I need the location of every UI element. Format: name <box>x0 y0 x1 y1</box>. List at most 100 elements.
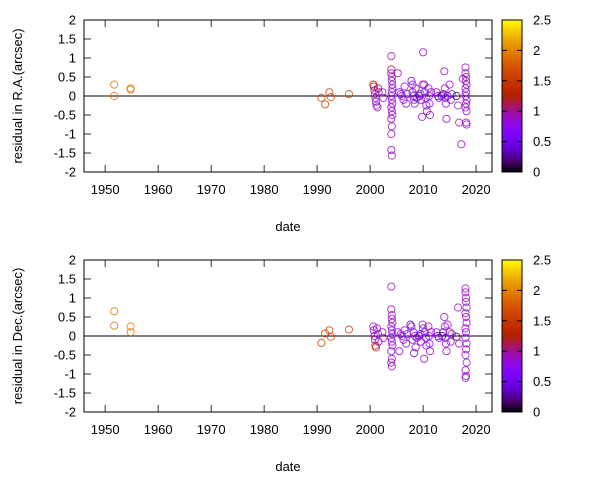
y-tick-label: 0.5 <box>58 70 76 85</box>
data-point <box>397 91 407 101</box>
data-point <box>388 84 397 93</box>
data-point <box>461 63 470 72</box>
data-point <box>419 324 428 333</box>
data-point <box>387 322 396 331</box>
data-point <box>387 145 396 155</box>
data-point <box>387 337 396 346</box>
data-point <box>461 288 470 297</box>
x-tick-label: 1990 <box>303 182 332 197</box>
colorbar-tick-label: 2.5 <box>533 13 551 28</box>
data-point <box>447 90 456 99</box>
data-point <box>387 305 396 314</box>
data-point <box>440 312 449 322</box>
data-point <box>462 303 471 312</box>
data-point <box>326 332 336 341</box>
data-point <box>344 90 354 99</box>
data-point <box>420 354 429 363</box>
data-points <box>110 282 471 382</box>
data-point <box>443 320 452 329</box>
data-point <box>317 338 326 347</box>
data-point <box>440 322 449 331</box>
y-tick-label: -1.5 <box>54 146 76 161</box>
data-point <box>461 312 471 322</box>
data-point <box>387 358 396 367</box>
data-point <box>461 103 470 112</box>
data-point <box>373 103 382 112</box>
data-point <box>379 93 388 103</box>
colorbar <box>501 19 523 173</box>
y-tick-label: -0.5 <box>54 108 76 123</box>
data-point <box>388 110 397 120</box>
data-point <box>387 362 396 371</box>
data-point <box>442 114 451 123</box>
data-point <box>402 99 411 108</box>
data-point <box>462 95 471 104</box>
data-point <box>461 324 470 333</box>
data-point <box>462 107 471 116</box>
data-point <box>110 307 119 316</box>
data-point <box>452 332 461 341</box>
data-point <box>420 80 429 89</box>
data-point <box>461 350 470 360</box>
data-point <box>387 52 396 61</box>
data-point <box>461 373 470 382</box>
data-point <box>461 284 470 293</box>
x-tick-label: 2000 <box>356 422 385 437</box>
y-axis-label: residual in Dec.(arcsec) <box>10 268 25 405</box>
data-point <box>461 328 471 337</box>
data-point <box>417 112 427 122</box>
data-point <box>378 88 387 97</box>
x-tick-label: 1950 <box>91 422 120 437</box>
y-tick-label: 1.5 <box>58 32 76 47</box>
data-point <box>395 347 404 356</box>
x-tick-label: 2020 <box>462 422 491 437</box>
data-point <box>462 120 471 129</box>
x-tick-label: 2010 <box>409 422 438 437</box>
data-point <box>374 88 383 97</box>
x-tick-label: 2010 <box>409 182 438 197</box>
colorbar-tick-label: 1 <box>533 344 540 359</box>
data-point <box>387 91 396 101</box>
x-tick-label: 1960 <box>144 182 173 197</box>
data-point <box>371 97 381 106</box>
y-tick-label: 2 <box>69 13 76 28</box>
data-point <box>388 341 397 350</box>
data-point <box>445 328 454 337</box>
x-tick-label: 1970 <box>197 422 226 437</box>
x-tick-label: 1960 <box>144 422 173 437</box>
colorbar-tick-label: 1.5 <box>533 73 551 88</box>
data-point <box>446 95 455 104</box>
y-tick-label: 1.5 <box>58 272 76 287</box>
colorbar-tick-label: 0 <box>533 405 540 420</box>
x-tick-label: 1990 <box>303 422 332 437</box>
data-point <box>452 91 461 101</box>
y-tick-label: -2 <box>64 165 76 180</box>
data-point <box>461 309 470 318</box>
data-point <box>445 80 454 89</box>
data-point <box>326 93 336 102</box>
data-point <box>387 151 396 160</box>
y-tick-label: -1 <box>64 367 76 382</box>
colorbar-tick-label: 1.5 <box>533 313 551 328</box>
y-tick-label: 2 <box>69 253 76 268</box>
data-point <box>317 93 326 103</box>
colorbar-tick-label: 2 <box>533 283 540 298</box>
data-point <box>462 318 471 327</box>
x-tick-label: 2020 <box>462 182 491 197</box>
data-point <box>126 328 135 337</box>
data-point <box>455 339 464 348</box>
data-point <box>411 84 420 93</box>
data-point <box>453 303 463 312</box>
x-tick-label: 2000 <box>356 182 385 197</box>
data-point <box>426 88 436 97</box>
data-point <box>441 93 450 103</box>
x-tick-label: 1950 <box>91 182 120 197</box>
data-point <box>453 101 463 110</box>
colorbar-tick-label: 1 <box>533 104 540 119</box>
plot-2: -2 -1.5 -1 -0.5 0 0.5 1 1.5 2 1950 1960 1970 1980 199… <box>10 253 551 475</box>
plot-1: -2 -1.5 -1 -0.5 0 0.5 1 1.5 2 1950 1960 1970 1980 199… <box>10 13 551 235</box>
data-point <box>416 95 426 104</box>
colorbar-tick-label: 2.5 <box>533 253 551 268</box>
colorbar-tick-label: 0.5 <box>533 374 551 389</box>
